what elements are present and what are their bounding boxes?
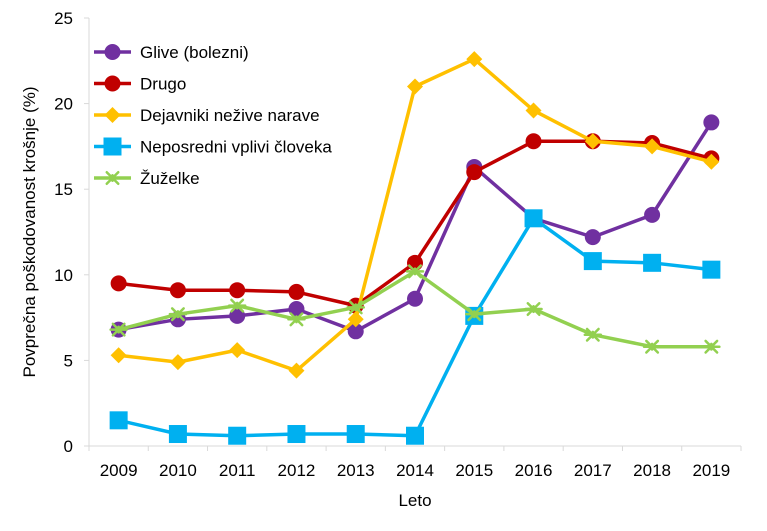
legend-item: Neposredni vplivi človeka [94, 137, 332, 157]
series-line [118, 216, 712, 438]
data-point [347, 323, 364, 340]
data-point [287, 425, 306, 444]
x-tick-label: 2012 [278, 461, 316, 480]
series-3 [109, 209, 721, 445]
legend-marker [104, 107, 121, 123]
axes: 0 5 10 15 20 25 2009 2010 2011 2012 2013 2014 2015 20… [54, 9, 742, 480]
data-point [288, 362, 305, 379]
data-point [110, 347, 127, 364]
data-point [346, 425, 365, 444]
data-point [288, 283, 305, 300]
x-tick-label: 2016 [515, 461, 553, 480]
data-point [168, 425, 187, 444]
data-point [109, 322, 128, 337]
x-tick-label: 2014 [396, 461, 434, 480]
data-point [644, 138, 661, 155]
x-tick-label: 2010 [159, 461, 197, 480]
y-tick-label: 15 [54, 180, 73, 199]
data-point [642, 339, 662, 354]
series-4 [109, 264, 721, 354]
data-point [703, 114, 720, 131]
data-point [643, 253, 662, 272]
legend-item: Žuželke [94, 169, 200, 188]
data-point [524, 302, 543, 317]
legend-marker [104, 75, 121, 92]
data-point [466, 164, 483, 181]
data-point [169, 282, 186, 299]
y-tick-label: 10 [54, 266, 73, 285]
y-tick-label: 25 [54, 9, 73, 28]
data-point [584, 229, 601, 246]
data-point [168, 307, 188, 322]
data-point [703, 153, 720, 170]
data-point [702, 260, 721, 279]
legend-label: Neposredni vplivi človeka [140, 138, 332, 157]
x-tick-label: 2011 [219, 461, 256, 480]
data-point [229, 307, 246, 324]
y-axis-title: Povprečna poškodovanost krošnje (%) [20, 86, 39, 377]
legend-marker [103, 137, 122, 156]
legend-label: Glive (bolezni) [140, 43, 249, 62]
x-tick-label: 2015 [455, 461, 493, 480]
y-tick-label: 0 [64, 437, 73, 456]
x-tick-label: 2019 [692, 461, 730, 480]
x-tick-label: 2018 [633, 461, 671, 480]
legend-label: Žuželke [140, 169, 200, 188]
data-point [407, 78, 423, 95]
data-point [227, 298, 247, 313]
legend-marker [103, 170, 122, 186]
x-tick-label: 2009 [100, 461, 138, 480]
legend-item: Glive (bolezni) [94, 43, 249, 62]
data-point [229, 342, 246, 359]
y-tick-label: 5 [64, 351, 73, 370]
data-point [644, 206, 661, 223]
series-layer [109, 51, 721, 445]
data-point [583, 327, 603, 342]
data-point [347, 311, 364, 328]
data-point [525, 102, 542, 119]
data-point [524, 209, 543, 228]
data-point [169, 354, 186, 371]
data-point [288, 301, 305, 318]
legend-item: Dejavniki nežive narave [94, 106, 320, 125]
legend-label: Drugo [140, 75, 186, 94]
data-point [405, 264, 425, 279]
x-tick-label: 2013 [337, 461, 375, 480]
data-point [702, 339, 721, 354]
data-point [525, 133, 542, 150]
data-point [584, 133, 601, 150]
legend: Glive (bolezni) Drugo Dejavniki nežive nar… [94, 43, 332, 188]
data-point [346, 300, 365, 315]
legend-label: Dejavniki nežive narave [140, 106, 320, 125]
x-tick-label: 2017 [574, 461, 612, 480]
data-point [228, 426, 247, 445]
data-point [109, 411, 128, 430]
data-point [583, 252, 602, 271]
series-2 [110, 51, 720, 379]
data-point [407, 290, 423, 307]
data-point [406, 426, 424, 445]
data-point [466, 51, 483, 68]
data-point [287, 312, 306, 327]
legend-marker [104, 44, 121, 60]
legend-item: Drugo [94, 75, 186, 94]
series-line [118, 139, 712, 308]
y-tick-label: 20 [54, 95, 73, 114]
data-point [229, 282, 246, 299]
data-point [465, 307, 484, 322]
x-axis-title: Leto [398, 491, 431, 510]
series-line [118, 269, 712, 349]
data-point [110, 275, 127, 292]
